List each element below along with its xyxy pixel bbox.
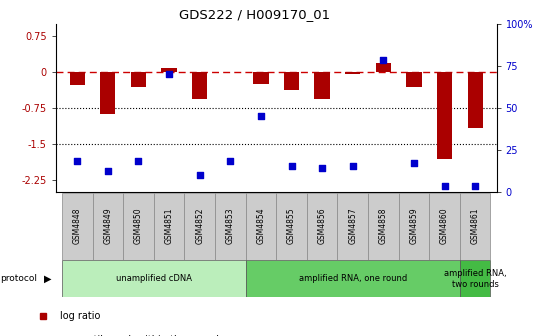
- Text: unamplified cDNA: unamplified cDNA: [116, 275, 192, 283]
- Text: GSM4856: GSM4856: [318, 207, 326, 244]
- Point: [348, 164, 357, 169]
- Text: GSM4859: GSM4859: [410, 207, 418, 244]
- Bar: [398, 193, 429, 260]
- Text: amplified RNA, one round: amplified RNA, one round: [299, 275, 407, 283]
- Text: GSM4851: GSM4851: [165, 207, 174, 244]
- Point: [471, 184, 480, 189]
- Bar: [276, 193, 307, 260]
- Text: protocol: protocol: [1, 275, 37, 283]
- Bar: [184, 193, 215, 260]
- Text: GSM4852: GSM4852: [195, 207, 204, 244]
- Bar: [192, 72, 208, 99]
- Text: amplified RNA,
two rounds: amplified RNA, two rounds: [444, 269, 507, 289]
- Point: [257, 113, 266, 119]
- Point: [318, 165, 326, 171]
- Text: GSM4850: GSM4850: [134, 207, 143, 244]
- Text: GSM4858: GSM4858: [379, 207, 388, 244]
- Bar: [215, 193, 246, 260]
- Bar: [223, 72, 238, 73]
- Bar: [406, 72, 422, 87]
- Text: GSM4855: GSM4855: [287, 207, 296, 244]
- Bar: [62, 260, 246, 297]
- Point: [73, 159, 81, 164]
- Text: percentile rank within the sample: percentile rank within the sample: [60, 335, 224, 336]
- Point: [379, 58, 388, 63]
- Bar: [315, 72, 330, 99]
- Point: [226, 159, 235, 164]
- Text: GSM4848: GSM4848: [73, 207, 81, 244]
- Text: GSM4861: GSM4861: [471, 207, 480, 244]
- Text: ▶: ▶: [44, 274, 51, 284]
- Bar: [246, 193, 276, 260]
- Text: GSM4860: GSM4860: [440, 207, 449, 244]
- Bar: [284, 72, 299, 90]
- Bar: [437, 72, 452, 159]
- Bar: [376, 64, 391, 72]
- Bar: [460, 260, 490, 297]
- Bar: [345, 72, 360, 74]
- Bar: [253, 72, 268, 84]
- Bar: [70, 72, 85, 85]
- Bar: [368, 193, 398, 260]
- Bar: [100, 72, 116, 114]
- Point: [410, 160, 418, 166]
- Bar: [161, 68, 177, 72]
- Text: GDS222 / H009170_01: GDS222 / H009170_01: [179, 8, 330, 22]
- Point: [103, 169, 112, 174]
- Point: [440, 184, 449, 189]
- Bar: [131, 72, 146, 87]
- Text: GSM4853: GSM4853: [226, 207, 235, 244]
- Bar: [460, 193, 490, 260]
- Text: GSM4857: GSM4857: [348, 207, 357, 244]
- Point: [195, 172, 204, 177]
- Point: [134, 159, 143, 164]
- Bar: [62, 193, 93, 260]
- Bar: [468, 72, 483, 128]
- Bar: [307, 193, 338, 260]
- Bar: [123, 193, 154, 260]
- Bar: [154, 193, 184, 260]
- Text: GSM4854: GSM4854: [257, 207, 266, 244]
- Point: [165, 71, 174, 77]
- Text: GSM4849: GSM4849: [103, 207, 112, 244]
- Text: log ratio: log ratio: [60, 311, 100, 321]
- Bar: [429, 193, 460, 260]
- Bar: [93, 193, 123, 260]
- Bar: [338, 193, 368, 260]
- Point: [287, 164, 296, 169]
- Bar: [246, 260, 460, 297]
